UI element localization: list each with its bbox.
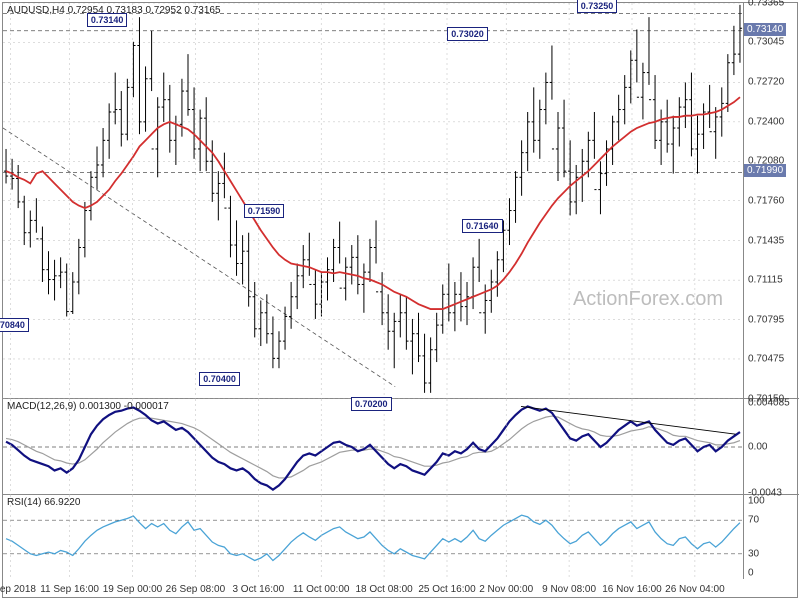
macd-ytick: 0.00	[748, 442, 767, 453]
rsi-ytick: 0	[748, 568, 754, 579]
rsi-y-axis: 100 70 30 0	[743, 495, 799, 579]
price-annotation: 0.70200	[351, 397, 392, 411]
rsi-ytick: 70	[748, 515, 759, 526]
price-ytick: 0.70475	[748, 353, 784, 364]
rsi-title: RSI(14)	[7, 497, 41, 508]
macd-svg	[3, 399, 743, 495]
x-tick: 2 Nov 00:00	[479, 584, 533, 595]
x-tick: 9 Nov 08:00	[542, 584, 596, 595]
price-annotation: 0.73020	[447, 27, 488, 41]
x-tick: 3 Oct 16:00	[232, 584, 284, 595]
price-ytick: 0.71760	[748, 195, 784, 206]
price-annotation: 0.71640	[462, 219, 503, 233]
macd-title: MACD(12,26,9)	[7, 401, 76, 412]
macd-values: 0.001300 -0.000017	[79, 401, 169, 412]
price-y-axis: 0.733650.730450.727200.724000.720800.717…	[743, 3, 799, 398]
price-right-mark: 0.71990	[744, 164, 786, 177]
macd-panel[interactable]: MACD(12,26,9) 0.001300 -0.000017 0.00408…	[3, 399, 799, 495]
price-annotation: 0.73140	[87, 13, 128, 27]
price-ytick: 0.71435	[748, 235, 784, 246]
ohlc-l: 0.72952	[145, 5, 181, 16]
symbol: AUDUSD,H4	[7, 5, 65, 16]
x-tick: 18 Oct 08:00	[355, 584, 412, 595]
price-ytick: 0.72720	[748, 77, 784, 88]
macd-ytick: 0.004085	[748, 398, 790, 409]
rsi-ytick: 100	[748, 496, 765, 507]
price-annotation: 0.73250	[577, 0, 618, 13]
price-annotation: 0.71590	[244, 204, 285, 218]
time-x-axis: 4 Sep 2018 11 Sep 16:00 19 Sep 00:0026 Sep…	[3, 579, 743, 597]
macd-title-row: MACD(12,26,9) 0.001300 -0.000017	[7, 401, 169, 412]
x-tick: 26 Sep 08:00	[166, 584, 226, 595]
price-annotation: 0.70840	[0, 318, 29, 332]
price-ytick: 0.73365	[748, 0, 784, 9]
watermark: ActionForex.com	[573, 288, 723, 311]
rsi-value: 66.9220	[44, 497, 80, 508]
rsi-svg	[3, 495, 743, 579]
chart-container: AUDUSD,H4 0.72954 0.73183 0.72952 0.7316…	[2, 2, 798, 598]
price-ytick: 0.71115	[748, 275, 783, 286]
rsi-title-row: RSI(14) 66.9220	[7, 497, 80, 508]
rsi-panel[interactable]: RSI(14) 66.9220 100 70 30 0	[3, 495, 799, 579]
rsi-ytick: 30	[748, 548, 759, 559]
price-annotation: 0.70400	[199, 372, 240, 386]
price-ytick: 0.70795	[748, 314, 784, 325]
price-right-mark: 0.73140	[744, 23, 786, 36]
price-ytick: 0.72400	[748, 116, 784, 127]
x-tick: 11 Oct 00:00	[293, 584, 350, 595]
price-ytick: 0.73045	[748, 37, 784, 48]
x-tick: 19 Sep 00:00	[103, 584, 163, 595]
x-tick: 11 Sep 16:00	[40, 584, 99, 595]
x-tick: 26 Nov 04:00	[665, 584, 725, 595]
price-chart-svg	[3, 3, 743, 399]
x-tick: 16 Nov 16:00	[602, 584, 662, 595]
price-panel[interactable]: AUDUSD,H4 0.72954 0.73183 0.72952 0.7316…	[3, 3, 799, 399]
x-tick: 4 Sep 2018	[0, 584, 36, 595]
macd-y-axis: 0.0040850.00-0.0043	[743, 399, 799, 494]
x-tick: 25 Oct 16:00	[418, 584, 475, 595]
ohlc-c: 0.73165	[184, 5, 220, 16]
